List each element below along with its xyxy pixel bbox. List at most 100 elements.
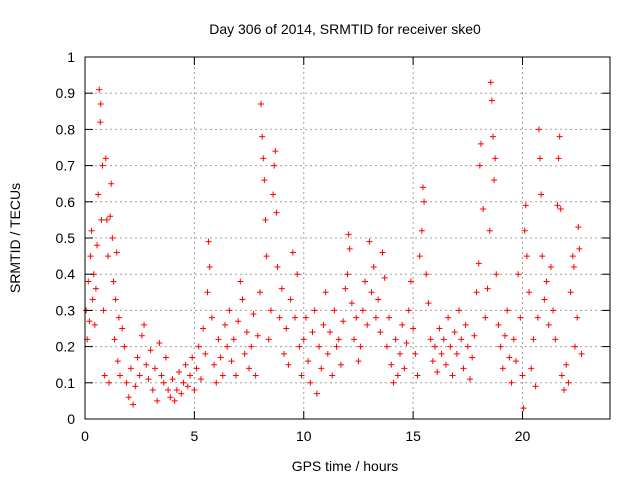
data-point	[445, 314, 452, 321]
data-point	[154, 397, 161, 404]
data-point	[405, 307, 412, 314]
data-point	[451, 329, 458, 336]
data-point	[368, 289, 375, 296]
data-point	[167, 394, 174, 401]
data-point	[263, 253, 270, 260]
data-point	[292, 314, 298, 321]
data-point	[318, 365, 325, 372]
data-point	[386, 314, 393, 321]
data-point	[522, 202, 529, 209]
data-point	[276, 314, 283, 321]
data-point	[364, 321, 371, 328]
data-point	[427, 336, 434, 343]
data-point	[499, 365, 506, 372]
data-point	[252, 372, 259, 379]
data-point	[429, 358, 436, 365]
data-point	[156, 339, 163, 346]
data-point	[576, 245, 583, 252]
data-point	[191, 387, 198, 394]
data-point	[418, 227, 425, 234]
data-point	[248, 343, 255, 350]
data-point	[464, 343, 471, 350]
data-point	[235, 318, 242, 325]
data-point	[85, 278, 92, 285]
data-point	[281, 350, 288, 357]
data-point	[552, 336, 559, 343]
data-point	[416, 253, 423, 260]
data-point	[180, 379, 187, 386]
data-point	[563, 361, 570, 368]
data-point	[187, 372, 193, 379]
y-tick-label: 0.8	[56, 121, 76, 137]
data-point	[94, 242, 101, 249]
data-point	[572, 343, 578, 350]
data-point	[103, 216, 110, 223]
data-point	[88, 227, 95, 234]
data-point	[574, 314, 581, 321]
data-point	[462, 321, 469, 328]
data-point	[102, 155, 109, 162]
data-point	[232, 372, 239, 379]
data-point	[486, 227, 493, 234]
data-point	[89, 296, 96, 303]
data-point	[543, 278, 550, 285]
data-point	[104, 253, 111, 260]
data-point	[205, 238, 212, 245]
data-point	[456, 307, 463, 314]
data-point	[98, 216, 105, 223]
data-point	[307, 379, 314, 386]
data-point	[119, 325, 126, 332]
data-point	[262, 216, 269, 223]
data-point	[143, 361, 150, 368]
data-point	[149, 387, 156, 394]
data-point	[449, 372, 456, 379]
data-point	[375, 296, 382, 303]
data-point	[100, 307, 107, 314]
data-point	[407, 278, 414, 285]
x-tick-label: 10	[296, 428, 312, 444]
data-point	[195, 343, 202, 350]
data-point	[313, 390, 320, 397]
y-tick-label: 0.2	[56, 339, 76, 355]
data-point	[125, 394, 132, 401]
data-point	[254, 332, 261, 339]
y-tick-label: 0.4	[56, 266, 76, 282]
data-point	[434, 368, 441, 375]
data-point	[213, 379, 220, 386]
data-point	[467, 376, 473, 383]
y-tick-label: 0.3	[56, 302, 76, 318]
data-point	[453, 350, 460, 357]
data-point	[440, 336, 447, 343]
data-point	[169, 376, 176, 383]
data-point	[111, 336, 118, 343]
data-point	[274, 263, 281, 270]
data-point	[109, 235, 116, 241]
data-point	[208, 314, 215, 321]
data-point	[96, 86, 103, 93]
data-point	[419, 184, 426, 191]
data-point	[539, 253, 546, 260]
data-point	[134, 354, 141, 361]
data-point	[460, 365, 467, 372]
data-point	[108, 180, 115, 187]
data-point	[230, 336, 237, 343]
data-point	[488, 97, 495, 104]
y-tick-label: 0.5	[56, 230, 76, 246]
data-point	[414, 372, 421, 379]
data-point	[534, 314, 541, 321]
data-point	[91, 321, 98, 328]
data-point	[366, 238, 373, 245]
data-point	[344, 271, 351, 278]
data-point	[197, 376, 204, 383]
data-point	[394, 372, 401, 379]
data-point	[480, 206, 487, 213]
data-point	[87, 253, 94, 260]
data-point	[399, 321, 406, 328]
data-point	[294, 271, 301, 278]
data-point	[171, 397, 178, 404]
grid-layer	[85, 57, 610, 419]
data-point	[535, 126, 542, 133]
data-point	[206, 263, 213, 270]
data-point	[260, 155, 267, 162]
data-point	[320, 321, 327, 328]
